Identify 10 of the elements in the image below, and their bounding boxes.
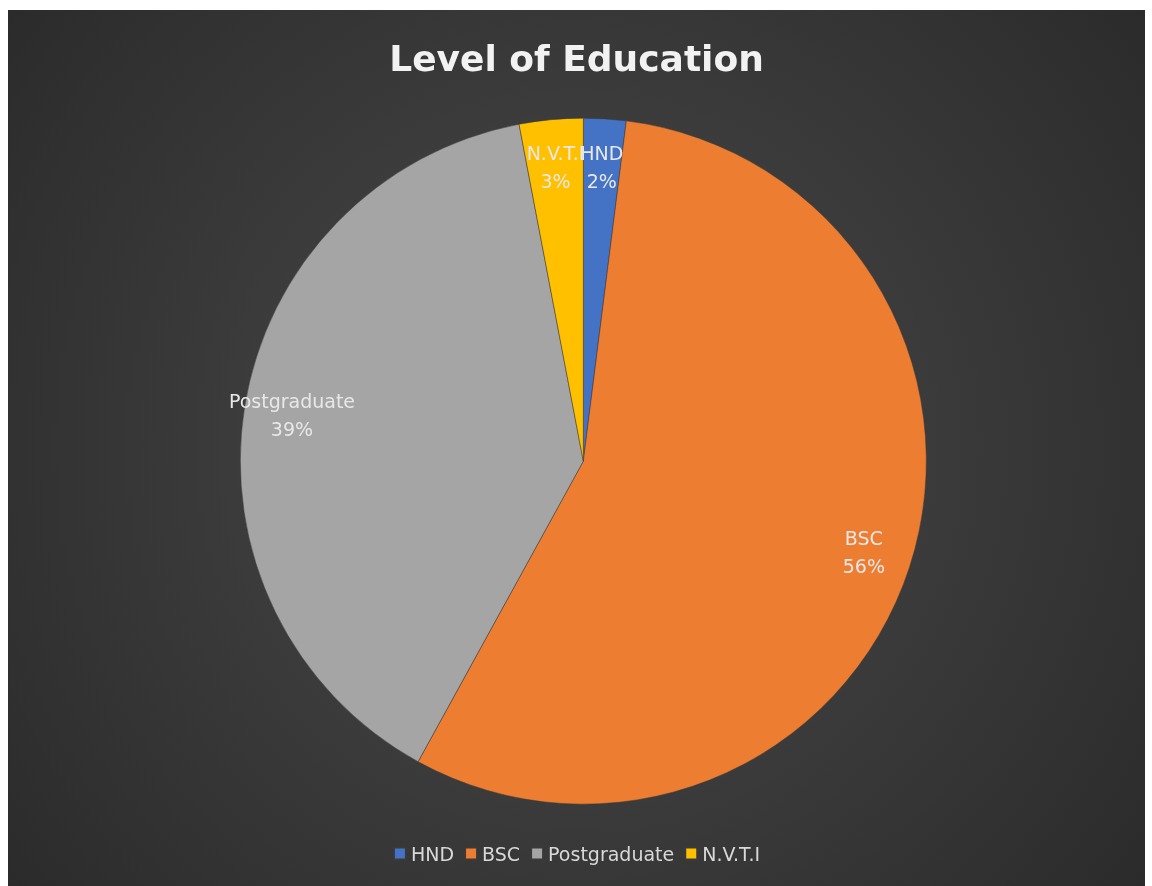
legend-label: BSC: [482, 842, 521, 865]
data-label: 56%: [842, 555, 885, 578]
slice-label: BSC: [844, 527, 883, 550]
legend-label: Postgraduate: [548, 842, 675, 865]
chart-title: Level of Education: [389, 37, 764, 79]
data-label: 3%: [540, 170, 571, 193]
legend-label: N.V.T.I: [702, 842, 761, 865]
data-label: 2%: [586, 169, 617, 192]
data-label: 39%: [270, 417, 314, 440]
legend-label: HND: [410, 842, 455, 865]
